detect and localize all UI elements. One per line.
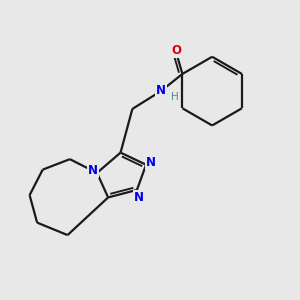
Text: O: O <box>172 44 182 57</box>
Text: N: N <box>88 164 98 177</box>
Text: N: N <box>146 156 156 169</box>
Text: N: N <box>134 190 143 204</box>
Text: H: H <box>171 92 179 102</box>
Text: N: N <box>156 84 166 98</box>
